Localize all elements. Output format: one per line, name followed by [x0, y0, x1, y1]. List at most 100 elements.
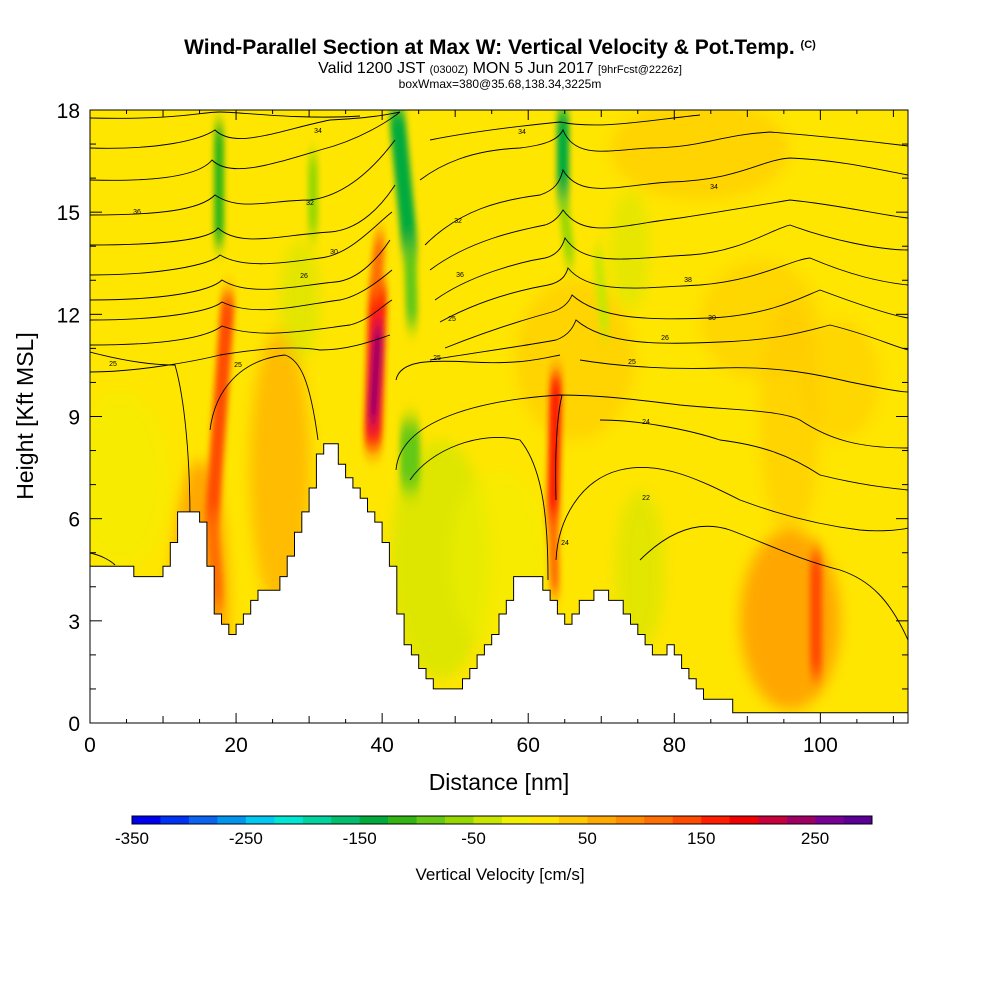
colorbar-swatch [615, 816, 645, 824]
isentrope-label: 34 [518, 129, 526, 136]
colorbar-swatch [843, 816, 873, 824]
colorbar-tick-label: -250 [229, 829, 263, 848]
isentrope-label: 36 [133, 209, 141, 216]
colorbar-swatch [672, 816, 702, 824]
x-tick-label: 20 [224, 734, 247, 757]
isentrope-line [409, 394, 908, 581]
colorbar-swatch [815, 816, 844, 824]
isentrope-line [90, 351, 908, 521]
colorbar-swatch [188, 816, 218, 824]
field-blob [90, 390, 170, 570]
colorbar-tick-label: -50 [461, 829, 486, 848]
isentrope-label: 36 [456, 272, 464, 279]
field-streak [404, 244, 418, 326]
colorbar-swatch [786, 816, 816, 824]
isentrope-labels: 34 34 36 32 32 34 30 36 38 26 25 30 26 25 25 25 25 24 22 24 [109, 128, 718, 547]
isentrope-line [90, 224, 908, 301]
colorbar-swatch [445, 816, 474, 824]
isentrope-line [90, 157, 908, 246]
colorbar-swatch [388, 816, 417, 824]
isentrope-label: 30 [708, 315, 716, 322]
x-axis-label: Distance [nm] [429, 769, 570, 795]
colorbar-swatch [473, 816, 503, 824]
colorbar-swatch [587, 816, 617, 824]
colorbar-tick-label: -150 [343, 829, 377, 848]
y-tick-label: 15 [57, 202, 80, 225]
isentrope-label: 22 [642, 495, 650, 502]
isentrope-line [90, 199, 908, 276]
field-streak [558, 195, 575, 265]
isentrope-label: 34 [710, 184, 718, 191]
isentrope-label: 26 [661, 335, 669, 342]
velocity-streaks [205, 110, 822, 676]
colorbar-swatch [274, 816, 304, 824]
isentrope-line [90, 111, 701, 181]
colorbar-ticks: -350 -250 -150 -50 50 150 250 [115, 829, 829, 848]
colorbar-swatch [558, 816, 588, 824]
x-tick-label: 100 [803, 734, 838, 757]
field-blob [615, 490, 665, 650]
isentrope-line [90, 525, 908, 641]
colorbar-swatch [245, 816, 275, 824]
isentrope-label: 32 [306, 200, 314, 207]
field-streak [389, 110, 418, 258]
colorbar-swatch [302, 816, 332, 824]
chart-subtitle-box: boxWmax=380@35.68,138.34,3225m [398, 77, 602, 91]
colorbar-swatch [359, 816, 389, 824]
colorbar-swatch [217, 816, 247, 824]
x-tick-label: 60 [517, 734, 540, 757]
colorbar-swatch [502, 816, 531, 824]
colorbar-swatch [729, 816, 759, 824]
isentrope-line [90, 128, 908, 216]
colorbar-swatch [160, 816, 190, 824]
isentrope-label: 25 [448, 316, 456, 323]
colorbar-swatch [644, 816, 674, 824]
colorbar-tick-label: 50 [578, 829, 597, 848]
colorbar-swatch [701, 816, 730, 824]
field-blob [280, 240, 320, 360]
x-tick-label: 40 [370, 734, 393, 757]
isentrope-label: 34 [314, 128, 322, 135]
isentrope-label: 38 [684, 277, 692, 284]
isentrope-label: 26 [300, 273, 308, 280]
colorbar-tick-label: -350 [115, 829, 149, 848]
field-streak [205, 293, 235, 527]
y-tick-label: 6 [68, 509, 80, 532]
colorbar-swatch [530, 816, 560, 824]
y-tick-label: 9 [68, 407, 80, 430]
field-streak [548, 515, 560, 595]
field-streak [369, 234, 386, 296]
y-tick-label: 12 [57, 304, 80, 327]
plot-field: 34 34 36 32 32 34 30 36 38 26 25 30 26 25 25 25 25 24 22 24 [90, 110, 908, 723]
field-blob [740, 530, 840, 710]
colorbar [131, 815, 873, 825]
isentrope-label: 24 [642, 419, 650, 426]
field-blob [610, 110, 790, 200]
isentrope-label: 25 [433, 355, 441, 362]
field-blob [610, 190, 650, 310]
y-axis-label: Height [Kft MSL] [12, 332, 38, 499]
x-tick-label: 80 [663, 734, 686, 757]
copyright-mark: (C) [800, 39, 816, 51]
field-streak [547, 374, 562, 526]
isentrope-label: 32 [454, 218, 462, 225]
colorbar-frame [131, 815, 873, 825]
isentrope-label: 24 [561, 540, 569, 547]
field-streak [368, 325, 383, 425]
x-tick-label: 0 [84, 734, 96, 757]
chart-title: Wind-Parallel Section at Max W: Vertical… [184, 36, 816, 59]
y-tick-label: 18 [57, 100, 80, 123]
isentrope-line [90, 257, 908, 323]
terrain [90, 443, 908, 723]
isentrope-line [90, 319, 908, 373]
colorbar-swatch [416, 816, 446, 824]
field-streak [206, 514, 224, 606]
isentrope-line [90, 289, 908, 349]
colorbar-swatch [331, 816, 360, 824]
colorbar-swatch [132, 816, 161, 824]
isentrope-label: 25 [628, 359, 636, 366]
colorbar-label: Vertical Velocity [cm/s] [415, 865, 584, 884]
isentrope-line [395, 394, 908, 471]
